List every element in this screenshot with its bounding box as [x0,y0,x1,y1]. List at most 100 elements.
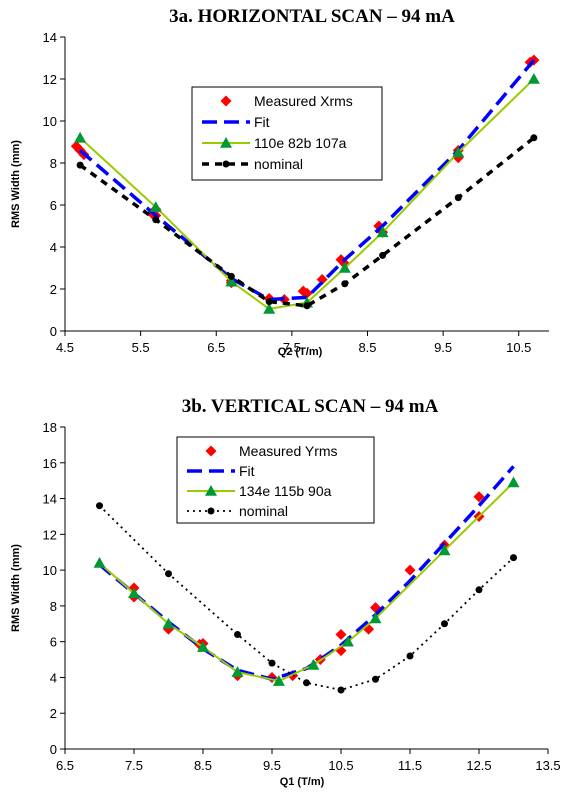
data-point [379,251,387,259]
y-tick-label: 4 [50,670,57,685]
x-tick-label: 7.5 [283,340,301,355]
x-tick-label: 13.5 [535,758,560,773]
data-point [227,272,235,280]
series-3 [76,134,538,310]
data-point [263,302,276,314]
legend-label: Measured Yrms [239,443,338,459]
x-tick-label: 10.5 [328,758,353,773]
y-tick-label: 8 [50,599,57,614]
data-point [454,194,462,202]
legend-swatch-marker [205,445,217,457]
data-point [225,275,238,287]
horizontal-scan-chart: 3a. HORIZONTAL SCAN – 94 mA 0 2 4 6 8 10 12 14 4.… [10,6,549,358]
x-axis-label: Q1 (T/m) [280,776,325,788]
y-tick-label: 12 [43,72,57,87]
data-point [510,554,517,562]
data-point [337,686,345,694]
x-tick-label: 12.5 [466,758,491,773]
data-point [76,161,84,169]
data-point [74,131,87,143]
data-point [441,620,448,628]
legend-swatch-marker [207,507,215,515]
y-tick-label: 2 [50,282,57,297]
y-tick-label: 0 [50,742,57,757]
x-tick-label: 11.5 [398,758,422,773]
legend-label: 134e 115b 90a [239,483,332,499]
y-tick-label: 6 [50,198,57,213]
x-tick-label: 4.5 [56,340,74,355]
legend: Measured Xrms Fit 110e 82b 107a nominal [191,86,383,181]
data-point [165,570,172,578]
y-tick-label: 18 [43,420,57,435]
data-point [452,146,465,158]
x-tick-label: 9.5 [263,758,281,773]
legend-swatch-marker [222,160,230,168]
data-point [406,652,414,660]
data-point [316,274,328,286]
data-point [338,262,351,273]
x-tick-label: 8.5 [194,758,212,773]
data-point [369,612,382,624]
legend-swatch-marker [205,485,217,496]
data-point [128,587,140,599]
legend-label: Fit [239,463,255,479]
legend-swatch-marker [220,95,232,107]
series-3 [96,502,517,694]
legend-label: nominal [239,503,288,519]
x-tick-label: 8.5 [358,340,376,355]
data-point [303,302,311,310]
data-point [272,675,285,686]
series-2 [93,476,520,686]
data-point [341,635,354,647]
data-point [475,586,483,594]
chart-title: 3a. HORIZONTAL SCAN – 94 mA [169,6,455,27]
x-tick-label: 9.5 [434,340,452,355]
y-tick-label: 2 [50,706,57,721]
data-point [507,476,520,488]
data-point [404,564,416,576]
y-tick-label: 8 [50,156,57,171]
x-tick-label: 6.5 [56,758,74,773]
data-point [149,201,162,212]
legend-label: Measured Xrms [254,93,353,109]
data-point [376,226,389,238]
data-point [341,280,349,288]
data-point [231,666,244,677]
x-tick-label: 10.5 [506,340,531,355]
y-tick-label: 4 [50,240,57,255]
data-point [234,631,241,639]
data-point [335,629,347,641]
data-point [372,675,379,683]
data-point [268,659,276,667]
data-point [162,617,175,629]
y-tick-label: 14 [43,30,57,45]
data-point [265,298,273,306]
x-tick-label: 5.5 [132,340,150,355]
data-point [303,679,310,687]
data-point [527,73,540,84]
legend: Measured Yrms Fit 134e 115b 90a nominal [176,436,375,524]
data-point [93,556,106,568]
y-tick-label: 14 [43,492,57,507]
data-point [473,491,485,503]
y-tick-label: 6 [50,635,57,650]
y-tick-label: 10 [43,114,57,129]
y-axis-label: RMS Width (mm) [10,544,22,632]
y-tick-label: 12 [43,527,57,542]
y-tick-label: 10 [43,563,57,578]
data-point [307,658,320,670]
x-axis-label: Q2 (T/m) [278,346,323,358]
data-point [96,502,103,510]
y-tick-label: 16 [43,456,57,471]
data-point [152,216,160,224]
vertical-scan-chart: 3b. VERTICAL SCAN – 94 mA 0 2 4 6 8 10 12 14 16 18… [10,396,561,788]
legend-label: nominal [254,156,303,172]
x-tick-label: 7.5 [125,758,143,773]
y-axis-label: RMS Width (mm) [10,140,22,228]
chart-title: 3b. VERTICAL SCAN – 94 mA [182,396,439,417]
legend-label: 110e 82b 107a [254,135,347,151]
legend-swatch-marker [220,137,232,148]
data-point [197,641,209,652]
x-tick-label: 6.5 [207,340,225,355]
